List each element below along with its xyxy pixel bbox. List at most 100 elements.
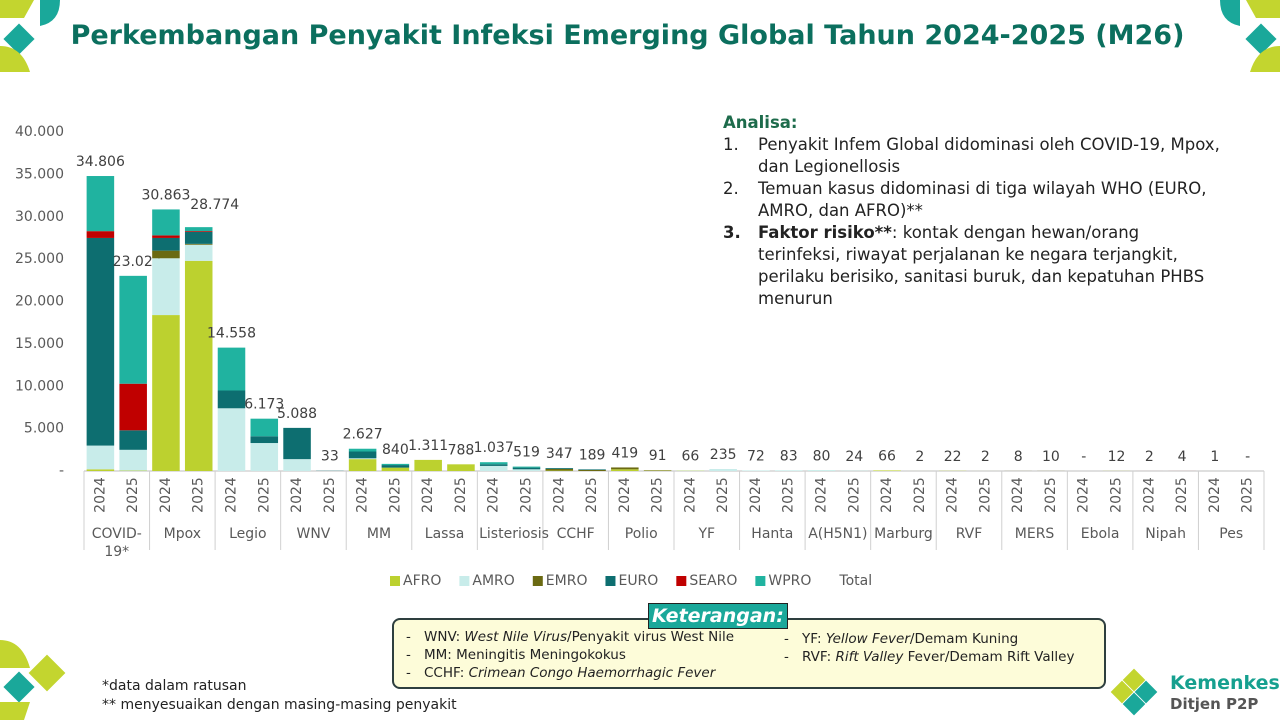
keterangan-box: - WNV: West Nile Virus/Penyakit virus Wes… xyxy=(392,618,1106,689)
bar-segment xyxy=(742,470,770,471)
bar-segment xyxy=(774,470,803,471)
total-label: 34.806 xyxy=(76,154,125,170)
group-label: Polio xyxy=(624,526,658,542)
y-tick-label: 15.000 xyxy=(15,336,64,352)
item-body: RVF: Rift Valley Fever/Demam Rift Valley xyxy=(802,648,1074,666)
item-text: Penyakit Infem Global didominasi oleh CO… xyxy=(758,135,1220,176)
item-segment: RVF: xyxy=(802,649,836,665)
x-tick-label: 2025 xyxy=(1174,477,1190,513)
logo-unit: Ditjen P2P xyxy=(1170,695,1259,713)
x-tick-label: 2024 xyxy=(551,477,567,513)
item-number: 3. xyxy=(723,223,741,242)
x-tick-label: 2024 xyxy=(158,477,174,513)
bar-segment xyxy=(184,244,213,261)
logo-name: Kemenkes xyxy=(1170,672,1280,694)
item-text: : kontak dengan hewan/orang terinfeksi, … xyxy=(758,223,1205,308)
total-label: 840 xyxy=(382,442,409,458)
item-body: Faktor risiko**: kontak dengan hewan/ora… xyxy=(758,222,1223,310)
total-label: 22 xyxy=(944,449,962,465)
x-tick-label: 2025 xyxy=(977,477,993,513)
footnote: *data dalam ratusan xyxy=(102,678,247,694)
bar-segment xyxy=(217,347,246,391)
total-label: - xyxy=(1081,449,1086,465)
legend-swatch xyxy=(532,576,543,586)
bar-segment xyxy=(119,449,147,471)
total-label: 1 xyxy=(1210,449,1219,465)
item-segment: WNV: xyxy=(424,629,465,645)
bar-segment xyxy=(709,469,737,471)
item-number: 2. xyxy=(723,179,739,198)
total-label: 14.558 xyxy=(207,326,256,342)
bar-segment xyxy=(250,418,279,437)
x-tick-label: 2024 xyxy=(879,477,895,513)
total-label: 2.627 xyxy=(343,427,383,443)
x-tick-label: 2025 xyxy=(453,477,469,513)
total-label: 72 xyxy=(747,448,765,464)
item-segment: MM: Meningitis Meningokokus xyxy=(424,647,626,663)
item-number: 1. xyxy=(723,135,739,154)
bar-segment xyxy=(479,464,508,466)
keterangan-item: - RVF: Rift Valley Fever/Demam Rift Valle… xyxy=(772,648,1074,666)
total-label: 91 xyxy=(649,448,667,464)
bar-segment xyxy=(479,465,508,471)
bar-segment xyxy=(545,468,574,471)
x-tick-label: 2024 xyxy=(1010,477,1026,513)
total-label: 2 xyxy=(981,449,990,465)
legend-swatch xyxy=(755,576,766,586)
bar-segment xyxy=(348,458,377,460)
bar-segment xyxy=(512,467,541,470)
y-tick-label: 35.000 xyxy=(15,166,64,182)
y-tick-label: 30.000 xyxy=(15,209,64,225)
keterangan-item: - CCHF: Crimean Congo Haemorrhagic Fever xyxy=(394,664,734,682)
total-label: 5.088 xyxy=(277,406,317,422)
item-segment: Yellow Fever xyxy=(825,631,910,647)
keterangan-item: - YF: Yellow Fever/Demam Kuning xyxy=(772,630,1074,648)
x-tick-label: 2025 xyxy=(1043,477,1059,513)
item-segment: Fever/Demam Rift Valley xyxy=(903,649,1075,665)
total-label: 1.037 xyxy=(474,440,514,456)
total-label: 2 xyxy=(1145,449,1154,465)
group-label: Hanta xyxy=(751,526,794,542)
total-label: 23.027 xyxy=(113,254,162,270)
legend-label: AMRO xyxy=(472,573,514,589)
legend-label: SEARO xyxy=(689,573,737,589)
x-tick-label: 2024 xyxy=(945,477,961,513)
legend-label: WPRO xyxy=(768,573,811,589)
bar-segment xyxy=(119,430,147,450)
item-segment: YF: xyxy=(802,631,826,647)
bar-segment xyxy=(611,469,639,471)
x-tick-label: 2025 xyxy=(387,477,403,513)
bar-segment xyxy=(348,448,377,452)
total-label: 519 xyxy=(513,445,540,461)
total-label: 66 xyxy=(681,448,699,464)
x-tick-label: 2025 xyxy=(715,477,731,513)
bullet: - xyxy=(406,647,411,663)
group-label: Lassa xyxy=(424,526,465,542)
x-tick-label: 2025 xyxy=(846,477,862,513)
bar-segment xyxy=(184,243,213,245)
bar-segment xyxy=(250,443,279,471)
x-tick-label: 2024 xyxy=(289,477,305,513)
x-tick-label: 2024 xyxy=(1207,477,1223,513)
bar-segment xyxy=(184,231,213,233)
bar-segment xyxy=(250,436,279,444)
bar-segment xyxy=(512,469,541,471)
y-tick-label: - xyxy=(59,463,64,479)
group-label: RVF xyxy=(955,526,983,542)
bullet: - xyxy=(784,631,789,647)
bar-segment xyxy=(184,260,213,471)
total-label: 24 xyxy=(845,449,863,465)
x-tick-label: 2024 xyxy=(486,477,502,513)
total-label: 30.863 xyxy=(141,187,190,203)
total-label: 347 xyxy=(546,446,573,462)
group-label: YF xyxy=(698,526,716,542)
keterangan-item: - WNV: West Nile Virus/Penyakit virus Wes… xyxy=(394,628,734,646)
y-tick-label: 20.000 xyxy=(15,294,64,310)
bar-segment xyxy=(414,459,442,471)
x-tick-label: 2025 xyxy=(1109,477,1125,513)
group-label: Ebola xyxy=(1080,526,1120,542)
bar-segment xyxy=(611,467,639,470)
x-tick-label: 2025 xyxy=(191,477,207,513)
legend-swatch xyxy=(390,576,400,586)
total-label: 12 xyxy=(1108,449,1126,465)
